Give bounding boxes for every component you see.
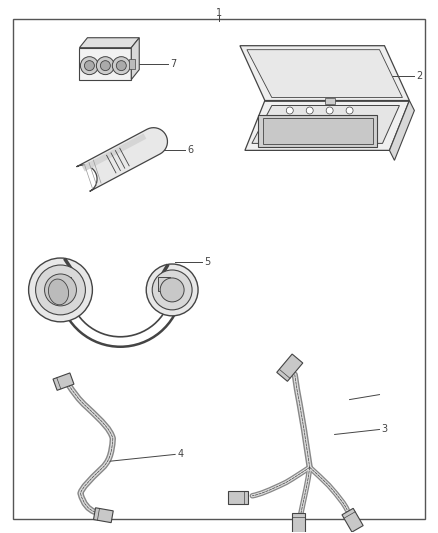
Circle shape: [28, 258, 92, 322]
Text: 6: 6: [187, 146, 193, 155]
Circle shape: [326, 107, 333, 114]
Circle shape: [96, 56, 114, 75]
Circle shape: [100, 61, 110, 71]
Circle shape: [35, 265, 85, 315]
Polygon shape: [252, 106, 399, 143]
Polygon shape: [245, 101, 410, 150]
Bar: [129, 59, 135, 69]
Polygon shape: [93, 508, 113, 523]
Text: 5: 5: [204, 257, 210, 267]
Circle shape: [45, 274, 77, 306]
Bar: [325, 98, 335, 103]
Polygon shape: [277, 354, 303, 381]
Circle shape: [117, 61, 126, 71]
Ellipse shape: [49, 279, 69, 305]
Polygon shape: [79, 38, 139, 47]
Circle shape: [146, 264, 198, 316]
Text: 3: 3: [381, 424, 388, 434]
Bar: [79, 47, 131, 79]
Circle shape: [112, 56, 130, 75]
Polygon shape: [258, 116, 378, 148]
Bar: [56, 277, 71, 291]
Polygon shape: [263, 118, 372, 144]
Circle shape: [160, 278, 184, 302]
Text: 4: 4: [177, 449, 183, 459]
Polygon shape: [77, 128, 167, 191]
Polygon shape: [53, 373, 74, 390]
Bar: [158, 277, 170, 291]
Circle shape: [286, 107, 293, 114]
Polygon shape: [389, 101, 414, 160]
Circle shape: [85, 61, 95, 71]
Text: 1: 1: [216, 8, 222, 18]
Circle shape: [346, 107, 353, 114]
Polygon shape: [82, 133, 146, 172]
Polygon shape: [247, 50, 403, 98]
Polygon shape: [292, 513, 305, 533]
Circle shape: [152, 270, 192, 310]
Polygon shape: [240, 46, 410, 101]
Polygon shape: [228, 491, 248, 504]
Circle shape: [81, 56, 99, 75]
Polygon shape: [342, 508, 363, 532]
Text: 2: 2: [417, 70, 423, 80]
Polygon shape: [131, 38, 139, 79]
Text: 7: 7: [170, 59, 177, 69]
Circle shape: [306, 107, 313, 114]
